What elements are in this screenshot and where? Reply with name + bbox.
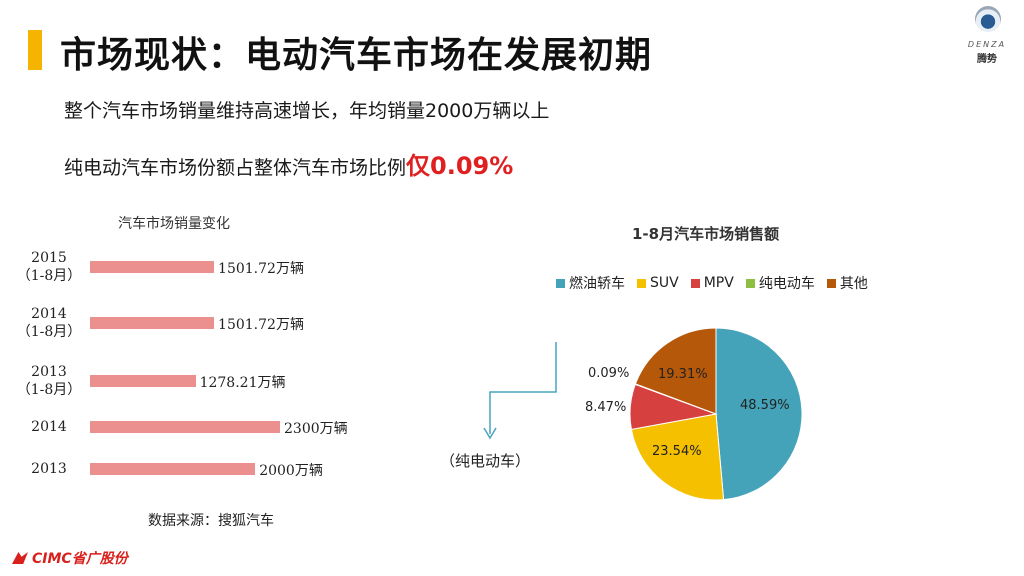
pie-slice-label: 48.59% bbox=[740, 398, 790, 413]
legend-label: SUV bbox=[650, 275, 679, 291]
title-accent-bar bbox=[28, 30, 42, 70]
cimc-mark-icon bbox=[12, 552, 28, 564]
logo-cn-text: 腾势 bbox=[977, 54, 997, 65]
legend-swatch bbox=[826, 278, 836, 288]
legend-swatch bbox=[637, 278, 646, 288]
pie-slice bbox=[630, 413, 725, 501]
callout-arrow-line bbox=[489, 342, 557, 434]
pie-slice-label: 23.54% bbox=[652, 444, 702, 459]
pie-slice-label: 0.09% bbox=[588, 366, 630, 381]
pie-slice bbox=[634, 327, 717, 415]
callout-arrow-head bbox=[483, 427, 497, 440]
denza-logo: DENZA 腾势 bbox=[955, 2, 1019, 65]
legend-label: 燃油轿车 bbox=[569, 276, 625, 292]
bar bbox=[90, 463, 256, 475]
pie-legend: 燃油轿车 SUV MPV 纯电动车 其他 bbox=[556, 273, 868, 293]
legend-label: 纯电动车 bbox=[758, 276, 815, 292]
legend-item: 燃油轿车 bbox=[556, 273, 625, 293]
legend-swatch bbox=[556, 278, 565, 288]
legend-item: SUV bbox=[637, 273, 679, 293]
bullet-ev-share: 纯电动汽车市场份额占整体汽车市场比例仅0.09% bbox=[64, 146, 513, 181]
bar bbox=[90, 261, 215, 273]
bullet-market-growth: 整个汽车市场销量维持高速增长，年均销量2000万辆以上 bbox=[64, 100, 550, 122]
bar-value-label: 1278.21万辆 bbox=[199, 375, 286, 391]
pie-slice-label: 19.31% bbox=[658, 367, 708, 382]
bar bbox=[90, 421, 280, 433]
pie-slice-label: 8.47% bbox=[585, 400, 627, 415]
data-source: 数据来源：搜狐汽车 bbox=[148, 513, 274, 529]
pie-slice bbox=[715, 327, 803, 501]
cimc-logo-text: CIMC省广股份 bbox=[32, 551, 128, 567]
bar-category-label: 2014 bbox=[31, 419, 67, 435]
bar-category-label: 2013 bbox=[31, 461, 67, 477]
bar-value-label: 1501.72万辆 bbox=[218, 317, 304, 333]
pie-chart-title: 1-8月汽车市场销售额 bbox=[632, 225, 780, 243]
page-title: 市场现状：电动汽车市场在发展初期 bbox=[60, 35, 653, 76]
ev-callout-label: （纯电动车） bbox=[440, 452, 531, 470]
legend-item: MPV bbox=[690, 273, 734, 293]
bar-chart-title: 汽车市场销量变化 bbox=[118, 216, 230, 232]
cimc-logo: CIMC省广股份 bbox=[12, 548, 128, 568]
bar-category-label: 2013 （1-8月） bbox=[16, 364, 82, 398]
bar-value-label: 2000万辆 bbox=[259, 463, 323, 479]
bar-value-label: 2300万辆 bbox=[284, 421, 348, 437]
logo-en-text: DENZA bbox=[967, 40, 1007, 49]
bar-category-label: 2014 （1-8月） bbox=[16, 306, 82, 340]
legend-swatch bbox=[690, 278, 700, 288]
bar bbox=[90, 317, 215, 329]
bar bbox=[90, 375, 196, 387]
legend-item: 纯电动车 bbox=[745, 273, 815, 293]
legend-swatch bbox=[745, 278, 755, 288]
ev-share-highlight: 仅0.09% bbox=[406, 152, 514, 180]
legend-label: 其他 bbox=[839, 276, 868, 292]
legend-item: 其他 bbox=[826, 273, 868, 293]
bar-value-label: 1501.72万辆 bbox=[218, 261, 304, 277]
denza-drop-icon bbox=[975, 6, 1001, 32]
bar-category-label: 2015 （1-8月） bbox=[16, 250, 82, 284]
legend-label: MPV bbox=[703, 275, 734, 291]
bullet-ev-share-text: 纯电动汽车市场份额占整体汽车市场比例 bbox=[64, 157, 407, 179]
